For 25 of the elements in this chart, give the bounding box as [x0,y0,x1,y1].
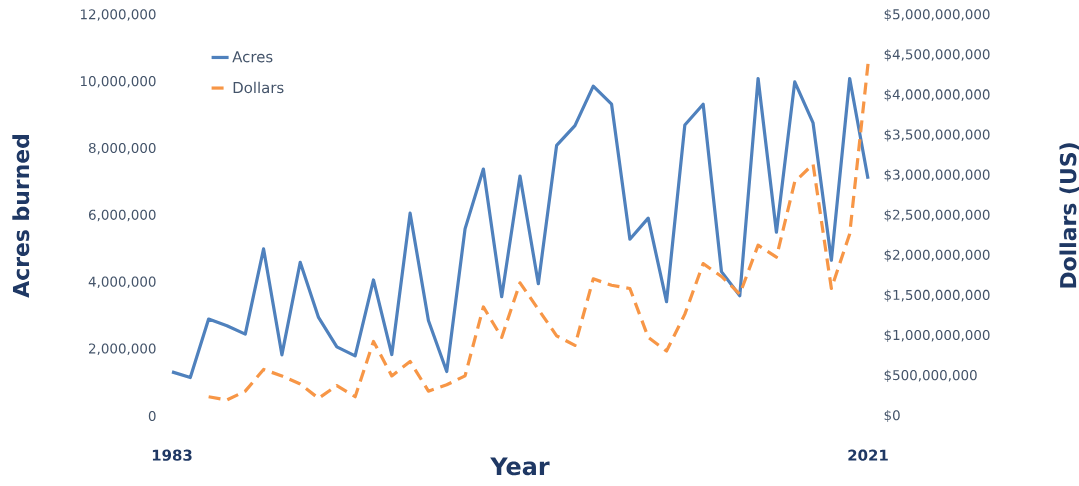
y-tick-label: 2,000,000 [89,343,156,355]
y2-tick-label: $3,500,000,000 [884,129,990,142]
y2-tick-label: $4,000,000,000 [884,89,990,102]
y2-tick-label: $2,500,000,000 [884,209,990,222]
y2-tick-label: $4,500,000,000 [884,49,990,62]
y2-axis-title: Dollars (US) [1059,143,1079,288]
y2-tick-label: $500,000,000 [884,369,977,382]
y-tick-label: 6,000,000 [88,209,156,222]
y2-tick-label: $1,000,000,000 [884,329,990,342]
legend-label: Dollars [233,81,284,94]
y2-tick-label: $0 [884,409,900,423]
y2-tick-label: $2,000,000,000 [884,249,990,262]
y2-tick-label: $5,000,000,000 [884,8,990,22]
y-axis-title: Acres burned [12,135,30,298]
legend-label: Acres [232,51,273,63]
y-tick-label: 4,000,000 [88,276,156,289]
y2-tick-label: $3,000,000,000 [884,169,990,182]
y-tick-label: 10,000,000 [80,76,156,88]
y-tick-label: 8,000,000 [88,142,156,155]
x-tick-label: 1983 [152,449,192,461]
y-tick-label: 0 [148,410,156,422]
y-tick-label: 12,000,000 [80,9,156,21]
y2-tick-label: $1,500,000,000 [884,289,990,302]
x-axis-title: Year [490,457,550,476]
x-tick-label: 2021 [848,449,888,461]
